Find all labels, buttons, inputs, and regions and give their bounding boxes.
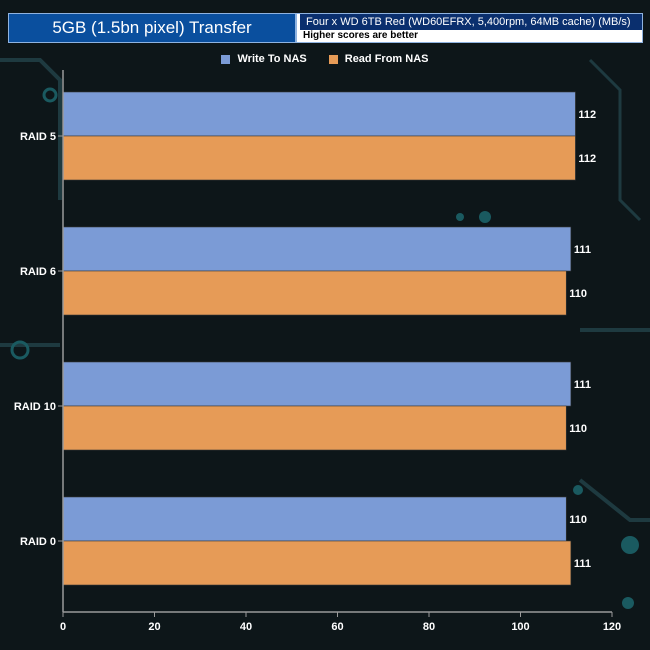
category-label: RAID 5 [20,131,56,143]
category-label: RAID 6 [20,266,56,278]
chart-subtitle-box: Four x WD 6TB Red (WD60EFRX, 5,400rpm, 6… [296,13,643,43]
data-label: 110 [569,423,587,435]
x-tick-label: 0 [60,621,66,633]
legend-swatch-write [221,54,231,64]
bar-read-raid-0 [62,540,572,586]
bar-read-raid-5 [62,135,576,181]
chart-title: 5GB (1.5bn pixel) Transfer [8,13,296,43]
legend-item-write: Write To NAS [221,53,307,65]
bar-write-raid-6 [62,226,572,272]
legend-item-read: Read From NAS [328,53,429,65]
data-label: 112 [578,153,596,165]
data-label: 111 [574,558,591,570]
legend-label-write: Write To NAS [237,53,307,65]
data-label: 112 [578,109,596,121]
category-label: RAID 0 [20,536,56,548]
category-label: RAID 10 [14,401,56,413]
chart-title-text: 5GB (1.5bn pixel) Transfer [52,18,252,37]
legend-swatch-read [328,54,338,64]
x-tick-label: 120 [603,621,621,633]
chart-note: Higher scores are better [297,30,642,42]
x-tick-label: 20 [148,621,160,633]
bar-read-raid-10 [62,405,567,451]
data-label: 111 [574,244,591,256]
data-label: 111 [574,379,591,391]
bar-read-raid-6 [62,270,567,316]
bar-write-raid-0 [62,496,567,542]
chart-subtitle: Four x WD 6TB Red (WD60EFRX, 5,400rpm, 6… [297,14,642,30]
x-tick-label: 40 [240,621,252,633]
x-tick-label: 100 [511,621,529,633]
data-label: 110 [569,514,587,526]
legend: Write To NAS Read From NAS [0,53,650,65]
data-label: 110 [569,288,587,300]
legend-label-read: Read From NAS [344,53,429,65]
bar-write-raid-10 [62,361,572,407]
x-tick-label: 80 [423,621,435,633]
x-tick-label: 60 [331,621,343,633]
bar-write-raid-5 [62,91,576,137]
plot-area: 112 112 RAID 5 111 110 RAID 6 111 110 RAID 10 110… [14,70,621,633]
